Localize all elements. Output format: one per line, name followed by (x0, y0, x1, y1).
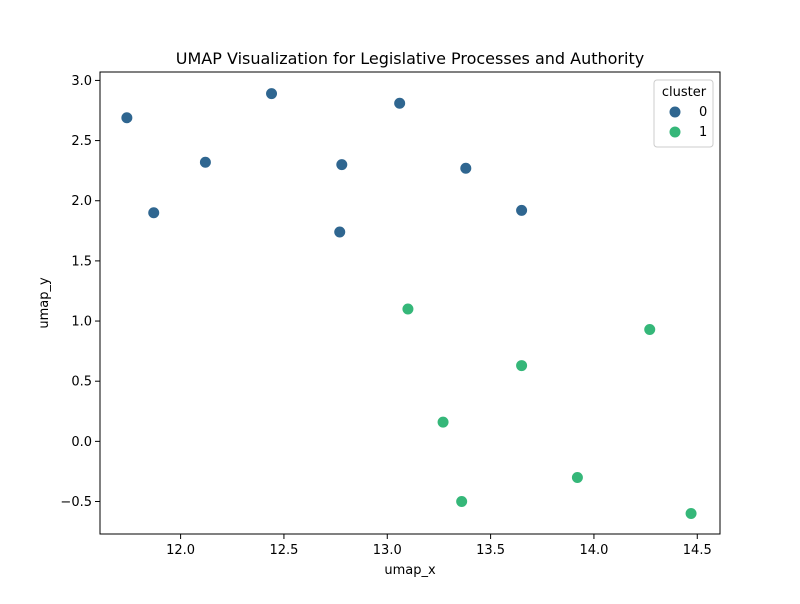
x-tick-label: 12.5 (269, 543, 298, 558)
data-point-cluster-0 (515, 203, 529, 217)
x-tick-label: 13.5 (476, 543, 505, 558)
data-point-cluster-1 (684, 507, 698, 521)
data-point-cluster-1 (455, 495, 469, 509)
y-axis: −0.5 0.0 0.5 1.0 1.5 2.0 2.5 3.0 (60, 74, 100, 510)
x-tick-label: 13.0 (373, 543, 402, 558)
x-tick-label: 14.0 (579, 543, 608, 558)
legend-title: cluster (662, 85, 707, 100)
data-point-cluster-0 (265, 87, 279, 101)
data-point-cluster-0 (198, 155, 212, 169)
legend-marker-0 (668, 105, 682, 119)
y-tick-label: 0.0 (71, 435, 92, 450)
data-point-cluster-1 (401, 302, 415, 316)
y-tick-label: 2.5 (71, 134, 92, 149)
y-tick-label: −0.5 (60, 495, 92, 510)
data-point-cluster-1 (643, 322, 657, 336)
data-point-cluster-0 (335, 158, 349, 172)
legend: cluster 0 1 (653, 79, 714, 148)
x-axis: 12.0 12.5 13.0 13.5 14.0 14.5 (166, 534, 712, 558)
x-tick-label: 12.0 (166, 543, 195, 558)
data-points (120, 87, 698, 521)
y-tick-label: 3.0 (71, 74, 92, 89)
x-tick-label: 14.5 (683, 543, 712, 558)
legend-label-0: 0 (699, 105, 707, 120)
data-point-cluster-1 (436, 415, 450, 429)
data-point-cluster-1 (515, 359, 529, 373)
data-point-cluster-0 (120, 111, 134, 125)
y-tick-label: 1.5 (71, 254, 92, 269)
data-point-cluster-0 (393, 96, 407, 110)
y-tick-label: 1.0 (71, 315, 92, 330)
y-tick-label: 2.0 (71, 194, 92, 209)
x-axis-label: umap_x (384, 563, 436, 578)
legend-label-1: 1 (699, 125, 707, 140)
data-point-cluster-0 (147, 206, 161, 220)
data-point-cluster-1 (570, 470, 584, 484)
y-tick-label: 0.5 (71, 375, 92, 390)
legend-marker-1 (668, 125, 682, 139)
chart-title: UMAP Visualization for Legislative Proce… (176, 49, 644, 68)
y-axis-label: umap_y (37, 277, 52, 329)
data-point-cluster-0 (333, 225, 347, 239)
data-point-cluster-0 (459, 161, 473, 175)
